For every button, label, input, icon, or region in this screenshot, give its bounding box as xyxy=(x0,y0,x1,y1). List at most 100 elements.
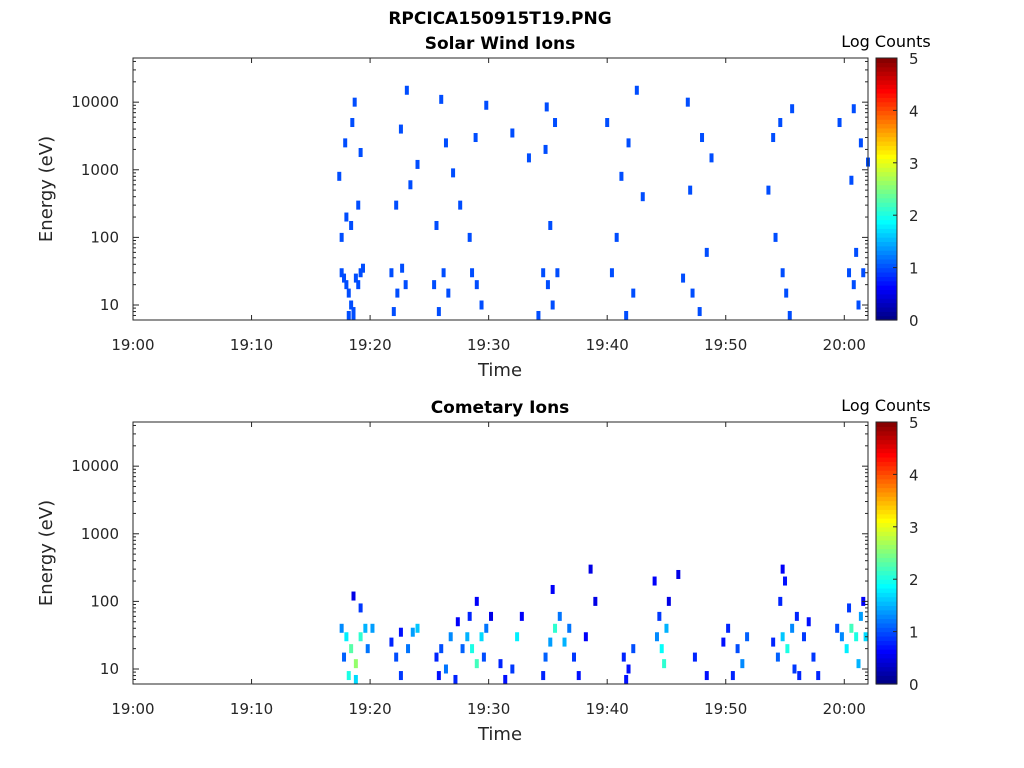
heatmap-cell xyxy=(690,288,695,298)
colorbar-tick-label: 1 xyxy=(909,260,919,278)
colorbar-segment xyxy=(876,522,897,528)
colorbar-segment xyxy=(876,101,897,107)
colorbar-segment xyxy=(876,140,897,146)
heatmap-cell xyxy=(346,671,351,681)
heatmap-cell xyxy=(631,288,636,298)
colorbar-segment xyxy=(876,609,897,615)
heatmap-cell xyxy=(432,280,437,290)
colorbar-segment xyxy=(876,483,897,489)
heatmap-cell xyxy=(434,220,439,230)
heatmap-cell xyxy=(583,632,588,642)
heatmap-cell xyxy=(654,632,659,642)
y-tick-label: 100 xyxy=(90,592,119,610)
heatmap-cell xyxy=(783,576,788,586)
heatmap-cell xyxy=(626,664,631,674)
heatmap-cell xyxy=(451,168,456,178)
heatmap-cell xyxy=(709,153,714,163)
heatmap-cell xyxy=(389,637,394,647)
heatmap-cell xyxy=(498,659,503,669)
colorbar-segment xyxy=(876,302,897,308)
heatmap-cell xyxy=(353,674,358,684)
colorbar-segment xyxy=(876,526,897,532)
x-tick-label: 19:10 xyxy=(230,336,273,354)
colorbar-segment xyxy=(876,601,897,606)
colorbar-segment xyxy=(876,145,897,151)
heatmap-cell xyxy=(790,623,795,633)
heatmap-cell xyxy=(353,273,358,283)
heatmap-cell xyxy=(816,671,821,681)
heatmap-cell xyxy=(835,623,840,633)
heatmap-cell xyxy=(854,247,859,257)
heatmap-cell xyxy=(839,632,844,642)
colorbar-tick-label: 2 xyxy=(909,207,919,225)
heatmap-cell xyxy=(778,118,783,128)
colorbar-segment xyxy=(876,210,897,216)
heatmap-cell xyxy=(439,94,444,104)
heatmap-cell xyxy=(351,591,356,601)
heatmap-cell xyxy=(353,659,358,669)
heatmap-cell xyxy=(657,611,662,621)
heatmap-cell xyxy=(784,288,789,298)
colorbar-segment xyxy=(876,561,897,567)
x-tick-label: 19:40 xyxy=(586,700,629,718)
heatmap-cell xyxy=(740,659,745,669)
heatmap-cell xyxy=(474,659,479,669)
heatmap-cell xyxy=(557,611,562,621)
heatmap-cell xyxy=(562,637,567,647)
colorbar-segment xyxy=(876,422,897,427)
heatmap-cell xyxy=(473,133,478,143)
heatmap-cell xyxy=(576,671,581,681)
colorbar-segment xyxy=(876,452,897,458)
colorbar-segment xyxy=(876,149,897,155)
heatmap-cell xyxy=(455,617,460,627)
heatmap-cell xyxy=(351,315,356,320)
heatmap-cell xyxy=(356,280,361,290)
heatmap-cell xyxy=(730,671,735,681)
x-ticks-cometary: 19:00 19:10 19:20 19:30 19:40 19:50 20:00 xyxy=(111,422,866,718)
heatmap-cell xyxy=(851,280,856,290)
heatmap-cell xyxy=(479,300,484,310)
heatmap-cell xyxy=(593,596,598,606)
heatmap-cell xyxy=(792,664,797,674)
heatmap-cell xyxy=(851,104,856,114)
heatmap-cell xyxy=(700,133,705,143)
colorbar-segment xyxy=(876,439,897,445)
y-tick-label: 10 xyxy=(100,296,119,314)
heatmap-cell xyxy=(652,576,657,586)
colorbar-tick-label: 4 xyxy=(909,102,919,120)
colorbar-segment xyxy=(876,79,897,85)
heatmap-cell xyxy=(389,268,394,278)
heatmap-cell xyxy=(470,268,475,278)
x-axis-label-solar-wind: Time xyxy=(477,360,522,381)
heatmap-cell xyxy=(688,185,693,195)
heatmap-cell xyxy=(692,652,697,662)
heatmap-cell xyxy=(436,671,441,681)
colorbar-segment xyxy=(876,631,897,637)
colorbar-segment xyxy=(876,574,897,580)
heatmap-cell xyxy=(685,97,690,107)
heatmap-cell xyxy=(358,603,363,613)
heatmap-cell xyxy=(624,310,629,320)
heatmap-cell xyxy=(735,644,740,654)
colorbar-segment xyxy=(876,228,897,234)
heatmap-cell xyxy=(398,124,403,134)
heatmap-cell xyxy=(847,603,852,613)
heatmap-cell xyxy=(503,674,508,684)
heatmap-cell xyxy=(356,200,361,210)
heatmap-cell xyxy=(406,644,411,654)
x-tick-label: 20:00 xyxy=(823,700,866,718)
heatmap-cells-cometary xyxy=(339,564,868,684)
heatmap-cell xyxy=(847,268,852,278)
plot-frame-solar-wind xyxy=(132,57,869,321)
heatmap-cell xyxy=(849,623,854,633)
x-tick-label: 19:00 xyxy=(111,700,154,718)
colorbar-segment xyxy=(876,557,897,563)
heatmap-cell xyxy=(676,569,681,579)
heatmap-cell xyxy=(346,310,351,320)
heatmap-cell xyxy=(453,674,458,684)
x-tick-label: 19:50 xyxy=(704,336,747,354)
heatmap-cell xyxy=(391,307,396,317)
heatmap-cell xyxy=(404,85,409,95)
colorbar-tick-label: 3 xyxy=(909,155,919,173)
